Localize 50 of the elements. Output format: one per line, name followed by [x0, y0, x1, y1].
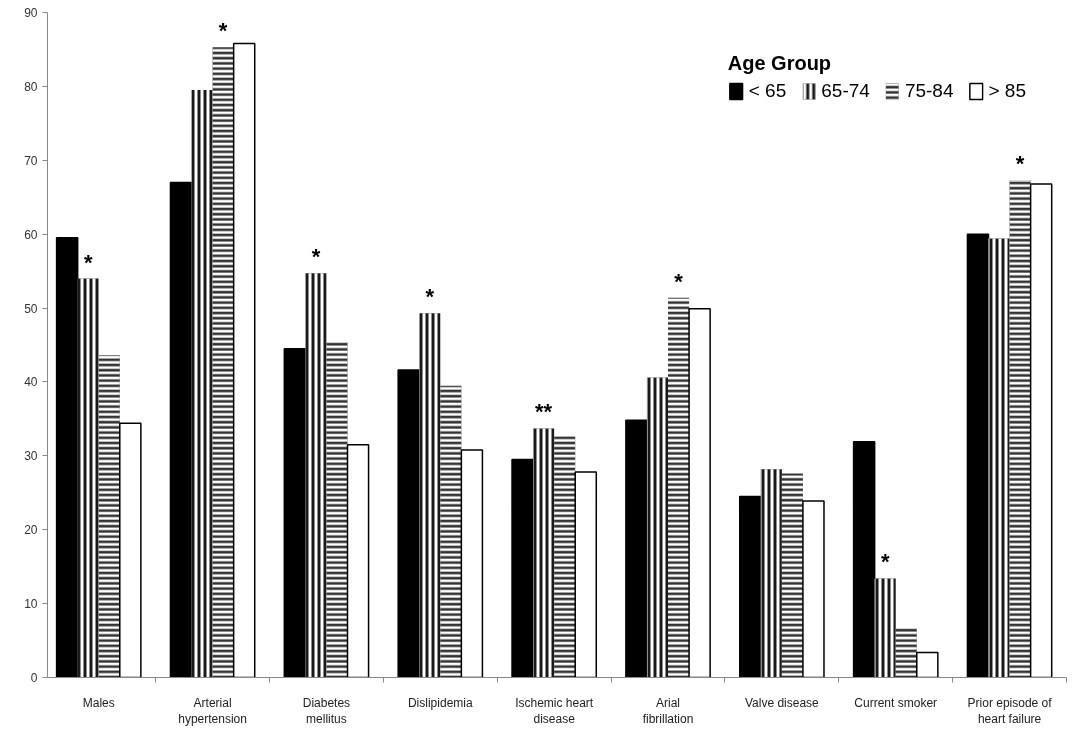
- y-tick-label: 0: [30, 671, 38, 685]
- y-tick-label: 60: [24, 227, 38, 242]
- bar: [966, 233, 990, 678]
- legend-label: < 65: [748, 80, 787, 102]
- x-tick-label: Arial fibrillation: [642, 695, 694, 727]
- y-tick-label: 80: [24, 79, 38, 94]
- y-tick-label: 10: [24, 597, 38, 612]
- y-tick-label: 40: [24, 375, 38, 390]
- bar: [511, 458, 534, 678]
- x-tick-label: Current smoker: [854, 695, 938, 710]
- annotation: *: [1015, 151, 1025, 177]
- bar: [397, 369, 420, 678]
- y-tick-label: 70: [24, 153, 38, 168]
- bar: [852, 441, 876, 678]
- bar: [1029, 183, 1053, 678]
- bar: [346, 444, 370, 678]
- legend-label: > 85: [988, 80, 1026, 102]
- annotation: **: [535, 399, 553, 425]
- legend-title: Age Group: [727, 52, 833, 75]
- x-tick-label: Prior episode of heart failure: [967, 695, 1053, 727]
- annotation: *: [880, 549, 890, 575]
- annotation: *: [218, 18, 228, 44]
- bar: [55, 237, 79, 678]
- annotation: *: [311, 244, 321, 270]
- y-tick-label: 30: [24, 449, 38, 464]
- legend-label: 65-74: [821, 80, 870, 102]
- x-tick-label: Males: [82, 695, 115, 710]
- bar: [688, 308, 711, 678]
- x-tick-label: Dislipidemia: [407, 695, 473, 710]
- x-tick-label: Arterial hypertension: [178, 695, 247, 727]
- bar: [738, 495, 762, 678]
- x-tick-label: Diabetes mellitus: [302, 695, 351, 727]
- y-tick-label: 20: [24, 523, 38, 538]
- annotation: *: [425, 284, 435, 310]
- bar: [169, 181, 193, 678]
- bar: [625, 419, 648, 678]
- y-tick-label: 50: [24, 301, 38, 316]
- legend-label: 75-84: [904, 80, 954, 102]
- x-tick-label: Ischemic heart disease: [515, 695, 594, 727]
- bar: [460, 449, 484, 678]
- bar: [119, 422, 142, 678]
- y-tick-label: 90: [24, 6, 38, 20]
- bar: [802, 500, 825, 678]
- bar: [283, 347, 307, 678]
- bar: [574, 471, 598, 678]
- bar: [916, 651, 939, 678]
- x-tick-label: Valve disease: [744, 695, 820, 710]
- annotation: *: [674, 268, 684, 294]
- bar: [232, 42, 256, 678]
- annotation: *: [83, 249, 93, 275]
